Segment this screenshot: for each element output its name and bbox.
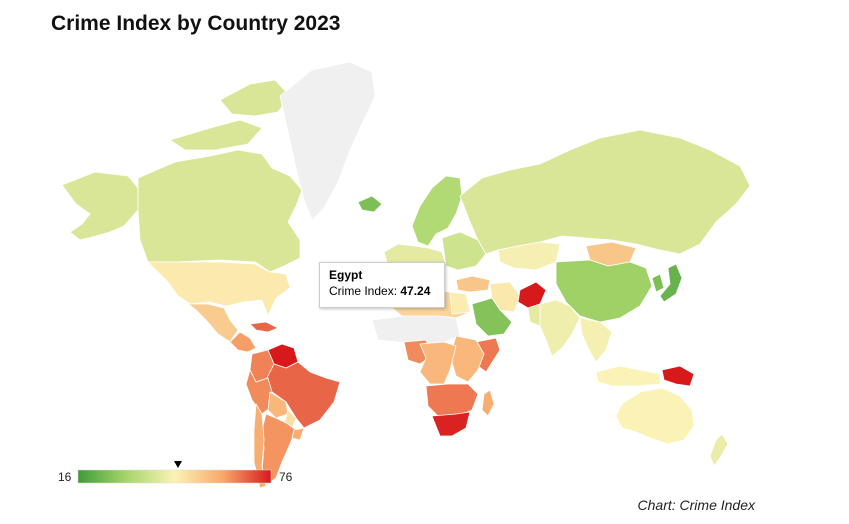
region-australia[interactable] <box>615 387 695 445</box>
region-caribbean[interactable] <box>249 321 279 333</box>
region-indonesia[interactable] <box>595 365 661 387</box>
region-egypt[interactable] <box>449 291 471 315</box>
chart-credit: Chart: Crime Index <box>637 497 755 513</box>
region-korea[interactable] <box>651 273 665 293</box>
tooltip-country: Egypt <box>329 268 363 282</box>
region-brazil[interactable] <box>265 361 341 429</box>
region-china[interactable] <box>555 259 653 323</box>
region-southeast-asia[interactable] <box>579 317 613 363</box>
region-sahel[interactable] <box>371 315 461 345</box>
region-central-africa[interactable] <box>419 341 457 385</box>
legend-min-label: 16 <box>58 470 72 484</box>
chart-title: Crime Index by Country 2023 <box>51 12 341 35</box>
region-mexico[interactable] <box>177 295 239 343</box>
region-eastern-europe[interactable] <box>441 231 487 271</box>
tooltip-value: 47.24 <box>400 284 431 298</box>
region-madagascar[interactable] <box>481 389 495 417</box>
region-new-zealand[interactable] <box>709 433 729 467</box>
legend-max-label: 76 <box>279 470 293 484</box>
region-southern-africa[interactable] <box>425 383 479 419</box>
region-south-africa[interactable] <box>431 411 471 437</box>
region-russia[interactable] <box>459 129 751 255</box>
legend-marker-icon <box>174 461 183 468</box>
region-japan[interactable] <box>659 263 683 303</box>
region-iceland[interactable] <box>357 195 383 213</box>
region-papua-new-guinea[interactable] <box>661 365 695 387</box>
region-india[interactable] <box>539 299 581 357</box>
map-tooltip: Egypt Crime Index: 47.24 <box>319 262 445 308</box>
region-uruguay[interactable] <box>291 427 305 441</box>
region-bolivia[interactable] <box>267 391 289 419</box>
region-central-america[interactable] <box>229 331 257 353</box>
region-turkey[interactable] <box>455 275 491 293</box>
legend-gradient-bar <box>77 469 272 484</box>
color-legend: 16 76 <box>58 458 308 488</box>
region-saudi-arabia[interactable] <box>471 297 513 337</box>
tooltip-metric-label: Crime Index: <box>329 284 398 298</box>
region-alaska[interactable] <box>61 171 139 241</box>
tooltip-row: Crime Index: 47.24 <box>329 283 435 300</box>
region-greenland[interactable] <box>279 61 376 221</box>
region-scandinavia[interactable] <box>411 175 463 247</box>
region-canada[interactable] <box>137 79 303 273</box>
region-chile[interactable] <box>253 403 267 489</box>
